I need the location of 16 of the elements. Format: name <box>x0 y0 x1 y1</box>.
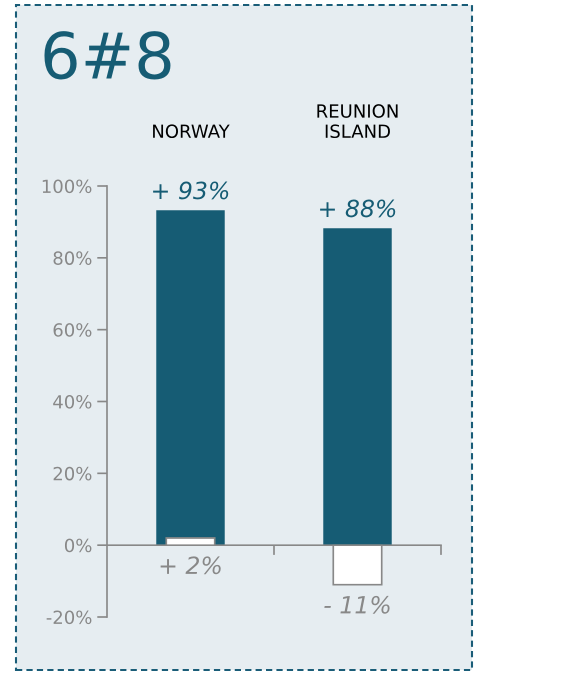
chart-title: 6#8 <box>44 31 170 80</box>
y-tick-label: 80% <box>54 251 92 265</box>
data-label: + 88% <box>320 199 396 218</box>
data-label: - 11% <box>324 596 390 614</box>
data-label: + 2% <box>160 556 221 574</box>
bar <box>156 210 225 546</box>
y-tick-label: 20% <box>54 466 92 480</box>
y-tick-label: 0% <box>64 538 92 552</box>
y-tick-label: 60% <box>54 323 92 337</box>
bar <box>323 228 392 546</box>
y-tick-label: -20% <box>46 610 92 624</box>
y-tick-label: 40% <box>53 394 92 409</box>
y-tick-label: 100% <box>42 179 92 194</box>
x-tick-label: NORWAY <box>153 124 230 138</box>
data-label: + 93% <box>153 182 228 200</box>
x-tick-label: REUNION ISLAND <box>317 104 398 138</box>
